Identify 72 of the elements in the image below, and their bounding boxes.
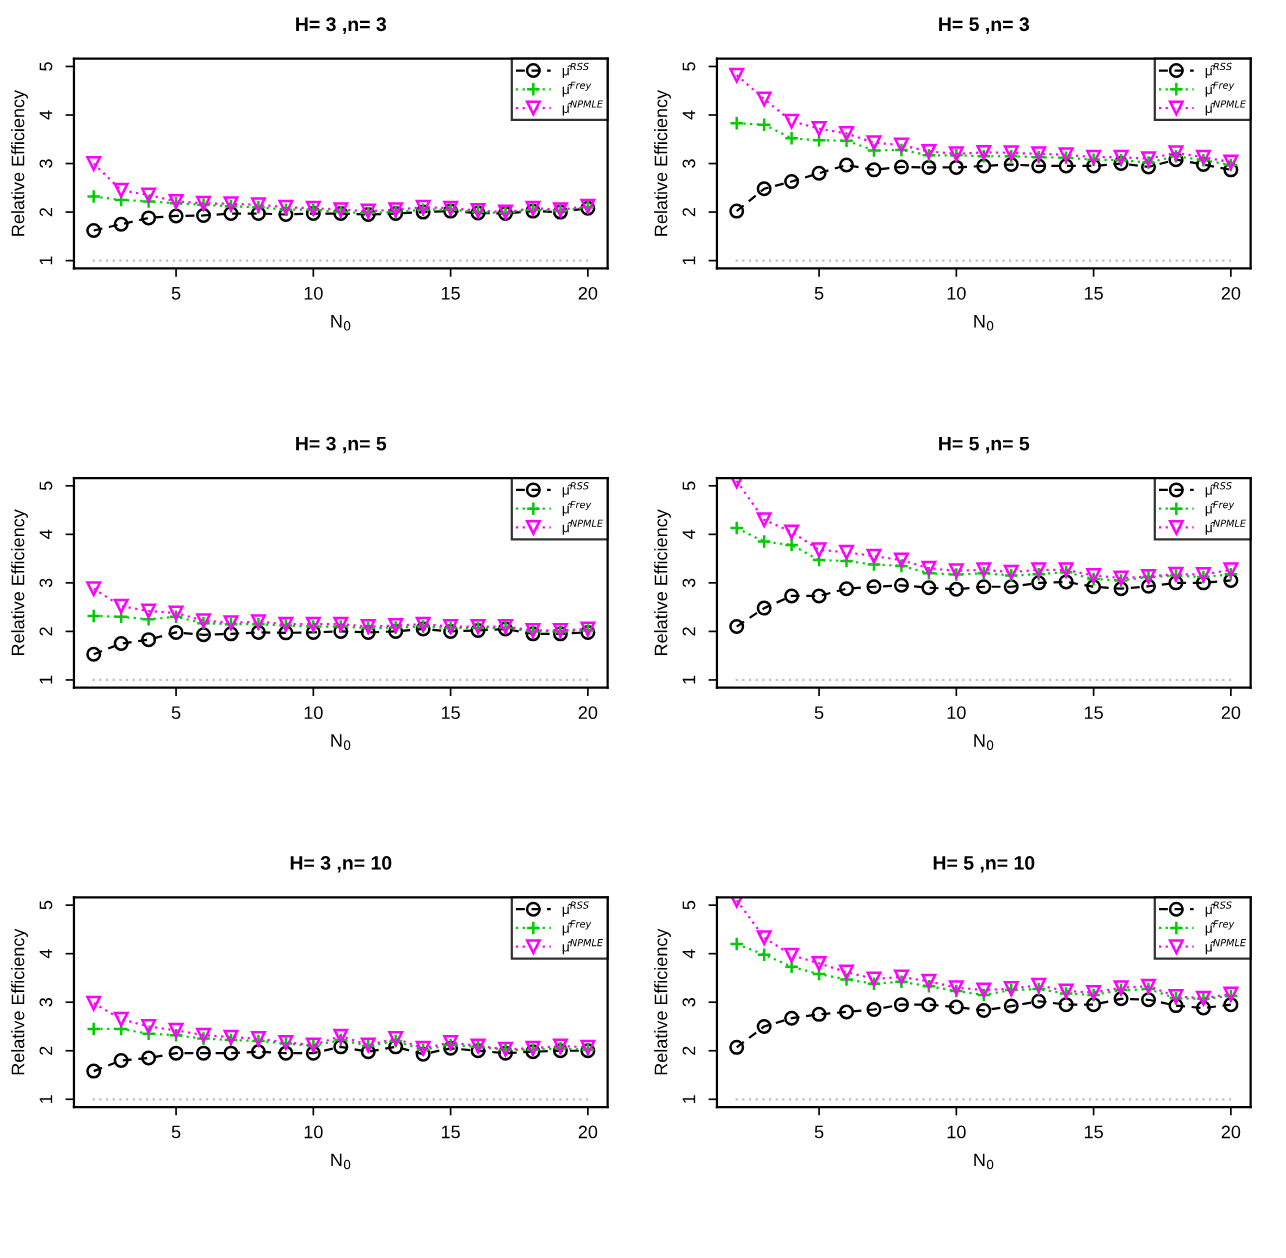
x-tick-label: 15: [441, 287, 460, 300]
x-tick-label: 5: [171, 1125, 181, 1139]
x-tick-label: 5: [814, 706, 824, 720]
x-tick-label: 5: [814, 1125, 824, 1139]
x-tick-label: 20: [1221, 286, 1241, 300]
y-tick-label: 1: [39, 675, 53, 684]
x-tick-label: 10: [947, 1125, 966, 1139]
y-tick-label: 3: [682, 159, 696, 168]
x-tick-label: 15: [441, 706, 460, 720]
y-axis-title: Relative Efficiency: [11, 928, 28, 1075]
x-tick-label: 10: [304, 706, 323, 720]
y-tick-label: 1: [39, 256, 53, 265]
y-tick-label: 5: [682, 62, 696, 71]
y-axis-title: Relative Efficiency: [654, 509, 671, 655]
y-tick-label: 3: [39, 159, 53, 168]
x-tick-label: 10: [947, 706, 966, 720]
x-axis-title: N$_{0}$: [974, 734, 994, 750]
y-axis-title: Relative Efficiency: [654, 89, 671, 236]
y-tick-label: 4: [39, 949, 53, 959]
x-tick-label: 15: [1084, 1125, 1103, 1139]
y-tick-label: 3: [682, 578, 696, 588]
x-tick-label: 5: [171, 706, 181, 720]
x-axis-title: N$_{0}$: [974, 315, 994, 331]
x-axis-title: N$_{0}$: [331, 315, 351, 331]
chart-title: H= 5 ,n= 5: [939, 436, 1030, 454]
y-tick-label: 3: [39, 997, 53, 1007]
x-axis-title: N$_{0}$: [974, 1153, 994, 1170]
x-tick-label: 15: [1084, 287, 1103, 300]
x-tick-label: 10: [304, 286, 323, 300]
y-tick-label: 1: [39, 1095, 53, 1103]
y-tick-label: 2: [39, 1046, 53, 1055]
x-tick-label: 5: [814, 287, 824, 300]
y-tick-label: 2: [682, 627, 696, 636]
x-tick-label: 10: [304, 1125, 323, 1139]
y-tick-label: 4: [682, 949, 696, 959]
y-tick-label: 2: [682, 1046, 696, 1055]
chart-title: H= 3 ,n= 5: [296, 436, 387, 454]
y-tick-label: 2: [39, 627, 53, 636]
x-tick-label: 15: [1084, 706, 1103, 720]
x-tick-label: 15: [441, 1125, 460, 1139]
y-axis-title: Relative Efficiency: [654, 928, 671, 1075]
y-axis-title: Relative Efficiency: [11, 509, 28, 655]
chart-title: H= 5 ,n= 10: [933, 856, 1035, 873]
x-tick-label: 10: [947, 286, 966, 300]
y-tick-label: 5: [682, 481, 696, 491]
y-tick-label: 3: [682, 997, 696, 1007]
y-tick-label: 5: [39, 62, 53, 71]
y-tick-label: 3: [39, 578, 53, 588]
x-tick-label: 20: [578, 1125, 598, 1139]
y-tick-label: 2: [682, 207, 696, 217]
y-tick-label: 1: [682, 256, 696, 265]
x-axis-title: N$_{0}$: [331, 734, 351, 750]
x-tick-label: 20: [578, 706, 598, 720]
y-tick-label: 4: [682, 529, 696, 539]
y-tick-label: 1: [682, 675, 696, 684]
x-tick-label: 20: [1221, 706, 1241, 720]
y-tick-label: 2: [39, 207, 53, 217]
y-axis-title: Relative Efficiency: [11, 89, 28, 236]
x-tick-label: 20: [578, 286, 598, 300]
x-axis-title: N$_{0}$: [331, 1153, 351, 1170]
chart-title: H= 3 ,n= 3: [296, 17, 387, 34]
y-tick-label: 4: [39, 529, 53, 539]
y-tick-label: 5: [39, 900, 53, 910]
y-tick-label: 4: [39, 110, 53, 120]
x-tick-label: 5: [171, 287, 181, 300]
y-tick-label: 1: [682, 1095, 696, 1103]
x-tick-label: 20: [1221, 1125, 1241, 1139]
y-tick-label: 5: [39, 481, 53, 491]
y-tick-label: 5: [682, 900, 696, 910]
chart-title: H= 5 ,n= 3: [939, 17, 1030, 34]
chart-title: H= 3 ,n= 10: [290, 856, 392, 873]
y-tick-label: 4: [682, 110, 696, 120]
